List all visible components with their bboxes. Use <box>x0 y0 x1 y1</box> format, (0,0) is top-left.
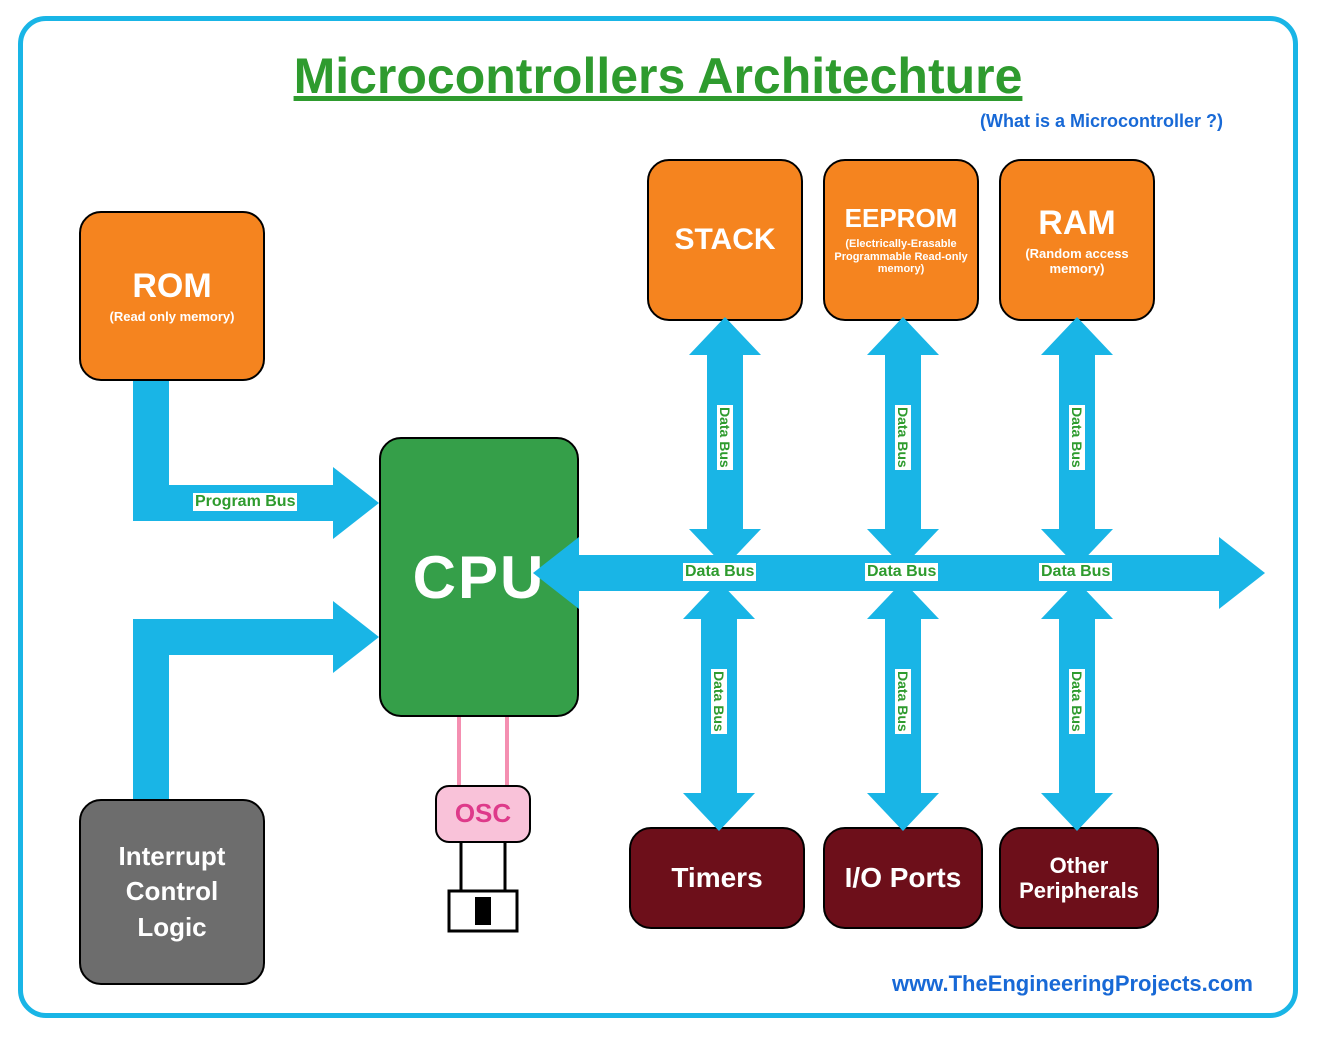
label-databus-other: Data Bus <box>1069 669 1085 734</box>
label-databus-eeprom: Data Bus <box>895 405 911 470</box>
node-timers: Timers <box>629 827 805 929</box>
node-stack: STACK <box>647 159 803 321</box>
label-program-bus: Program Bus <box>193 493 297 511</box>
node-cpu: CPU <box>379 437 579 717</box>
footer-link: www.TheEngineeringProjects.com <box>892 971 1253 997</box>
page-subtitle: (What is a Microcontroller ?) <box>23 111 1223 132</box>
label-databus-timers: Data Bus <box>711 669 727 734</box>
node-osc: OSC <box>435 785 531 843</box>
node-ram-sub: (Random access memory) <box>1001 247 1153 277</box>
node-interrupt-label: InterruptControlLogic <box>119 839 226 944</box>
label-databus-io: Data Bus <box>895 669 911 734</box>
node-other: OtherPeripherals <box>999 827 1159 929</box>
node-osc-label: OSC <box>455 799 511 829</box>
node-other-label: OtherPeripherals <box>1019 853 1139 904</box>
node-eeprom: EEPROM (Electrically-Erasable Programmab… <box>823 159 979 321</box>
node-ram: RAM (Random access memory) <box>999 159 1155 321</box>
node-rom: ROM (Read only memory) <box>79 211 265 381</box>
label-databus-h3: Data Bus <box>1039 563 1112 581</box>
node-rom-label: ROM <box>132 267 211 306</box>
node-ioports: I/O Ports <box>823 827 983 929</box>
node-timers-label: Timers <box>671 862 762 894</box>
node-rom-sub: (Read only memory) <box>110 310 235 325</box>
node-eeprom-sub: (Electrically-Erasable Programmable Read… <box>825 238 977 276</box>
diagram-frame: Microcontrollers Architechture (What is … <box>18 16 1298 1018</box>
label-databus-ram: Data Bus <box>1069 405 1085 470</box>
node-stack-label: STACK <box>674 223 775 258</box>
label-databus-stack: Data Bus <box>717 405 733 470</box>
node-eeprom-label: EEPROM <box>845 204 958 234</box>
page-title: Microcontrollers Architechture <box>23 47 1293 105</box>
node-cpu-label: CPU <box>413 543 546 612</box>
node-ioports-label: I/O Ports <box>845 862 962 894</box>
label-databus-h1: Data Bus <box>683 563 756 581</box>
label-databus-h2: Data Bus <box>865 563 938 581</box>
node-interrupt: InterruptControlLogic <box>79 799 265 985</box>
node-ram-label: RAM <box>1038 204 1115 243</box>
